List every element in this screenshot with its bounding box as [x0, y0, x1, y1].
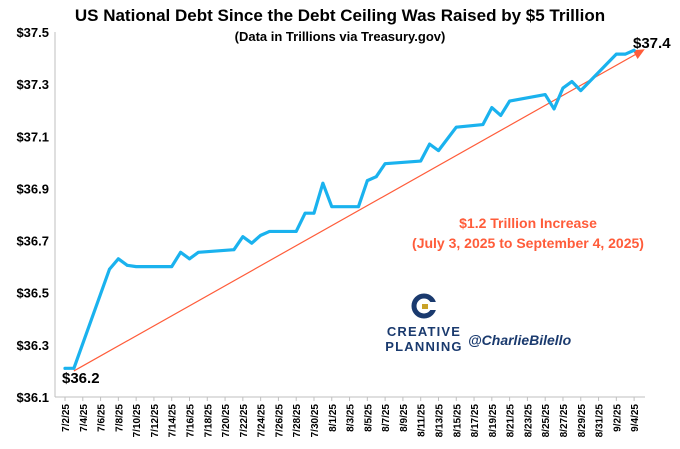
- x-tick-label: 7/2/25: [61, 404, 72, 432]
- data-point: [134, 265, 138, 269]
- data-point: [428, 142, 431, 146]
- data-point: [294, 230, 298, 233]
- data-point: [196, 250, 200, 254]
- x-tick-label: 7/28/25: [292, 404, 303, 438]
- x-tick-label: 7/12/25: [150, 404, 161, 438]
- data-point: [561, 86, 565, 90]
- x-tick-label: 7/16/25: [185, 404, 196, 438]
- data-point: [108, 267, 111, 271]
- data-point: [508, 99, 512, 103]
- data-point: [437, 149, 440, 153]
- data-point: [365, 179, 369, 183]
- x-tick-label: 7/20/25: [221, 404, 232, 438]
- y-tick-label: $36.1: [16, 390, 49, 405]
- x-tick-label: 8/11/25: [417, 404, 428, 437]
- x-tick-labels: 7/2/25 7/4/25 7/6/25 7/8/25 7/10/25 7/12/25 7/…: [61, 404, 641, 438]
- data-point: [321, 181, 325, 185]
- x-tick-label: 8/13/25: [434, 404, 445, 438]
- x-tick-label: 8/7/25: [381, 404, 392, 432]
- increase-date-range: (July 3, 2025 to September 4, 2025): [412, 235, 644, 251]
- data-point: [552, 107, 556, 111]
- data-point: [454, 125, 458, 129]
- data-point: [543, 93, 547, 96]
- data-point: [330, 205, 334, 209]
- x-tick-label: 7/18/25: [203, 404, 214, 438]
- increase-annotation: $1.2 Trillion Increase: [459, 215, 597, 231]
- data-points: [63, 48, 636, 370]
- x-tick-label: 8/19/25: [488, 404, 499, 438]
- x-tick-label: 8/9/25: [399, 404, 410, 432]
- x-tick-label: 8/15/25: [452, 404, 463, 438]
- chart-title: US National Debt Since the Debt Ceiling …: [75, 6, 605, 25]
- y-tick-label: $36.3: [16, 338, 49, 353]
- x-tick-marks: [64, 397, 635, 401]
- y-tick-label: $37.5: [16, 25, 49, 40]
- data-point: [63, 366, 67, 370]
- data-point: [125, 263, 129, 267]
- x-tick-label: 7/10/25: [132, 404, 143, 438]
- y-tick-label: $36.5: [16, 286, 49, 301]
- y-tick-label: $37.1: [16, 129, 49, 144]
- data-point: [632, 48, 636, 52]
- data-point: [72, 366, 76, 370]
- x-tick-label: 7/24/25: [257, 404, 268, 438]
- data-point: [303, 211, 307, 215]
- x-tick-label: 9/2/25: [612, 404, 623, 432]
- y-tick-label: $36.7: [16, 234, 49, 249]
- x-tick-label: 8/27/25: [559, 404, 570, 438]
- start-value-label: $36.2: [62, 370, 100, 387]
- trend-arrowhead: [632, 49, 645, 60]
- data-point: [179, 250, 183, 254]
- data-point: [357, 205, 360, 209]
- series-line-national-debt: [63, 48, 636, 370]
- y-tick-labels: $36.1 $36.3 $36.5 $36.7 $36.9 $37.1 $37.3 $37.5: [16, 25, 49, 405]
- data-point: [232, 248, 236, 252]
- data-point: [170, 265, 174, 269]
- x-tick-label: 7/8/25: [114, 404, 125, 432]
- creative-planning-logo-icon: [411, 293, 437, 319]
- chart-subtitle: (Data in Trillions via Treasury.gov): [235, 29, 446, 44]
- trend-line: [73, 49, 644, 372]
- data-point: [374, 175, 378, 179]
- data-point: [499, 114, 503, 117]
- x-tick-label: 8/5/25: [363, 404, 374, 432]
- x-tick-label: 8/31/25: [595, 404, 606, 438]
- x-tick-label: 7/26/25: [274, 404, 285, 438]
- x-tick-label: 7/14/25: [168, 404, 179, 438]
- data-point: [579, 89, 583, 93]
- y-tick-label: $37.3: [16, 77, 49, 92]
- data-point: [312, 211, 316, 215]
- x-tick-label: 8/23/25: [523, 404, 534, 438]
- x-tick-label: 7/6/25: [97, 404, 108, 432]
- data-point: [188, 257, 191, 261]
- x-tick-label: 8/21/25: [506, 404, 517, 438]
- end-value-label: $37.4: [633, 35, 671, 52]
- x-tick-label: 8/3/25: [346, 404, 357, 432]
- data-point: [490, 106, 494, 110]
- data-point: [116, 257, 120, 261]
- brand-name-line2: PLANNING: [385, 339, 463, 354]
- data-point: [383, 162, 387, 166]
- data-point: [268, 230, 271, 233]
- x-tick-label: 8/29/25: [577, 404, 588, 438]
- x-tick-label: 7/30/25: [310, 404, 321, 438]
- data-point: [623, 52, 627, 56]
- x-tick-label: 9/4/25: [630, 404, 641, 432]
- y-tick-label: $36.9: [16, 181, 49, 196]
- data-point: [481, 123, 485, 126]
- x-tick-label: 8/1/25: [328, 404, 339, 432]
- x-tick-label: 8/25/25: [541, 404, 552, 438]
- x-tick-label: 7/22/25: [239, 404, 250, 438]
- data-point: [241, 235, 245, 239]
- data-point: [419, 159, 423, 163]
- x-tick-label: 8/17/25: [470, 404, 481, 438]
- data-point: [614, 52, 618, 56]
- data-point: [570, 80, 574, 83]
- brand-name-line1: CREATIVE: [387, 324, 461, 339]
- data-point: [250, 241, 254, 245]
- x-tick-label: 7/4/25: [79, 404, 90, 432]
- author-handle: @CharlieBilello: [468, 332, 572, 348]
- data-point: [259, 233, 263, 237]
